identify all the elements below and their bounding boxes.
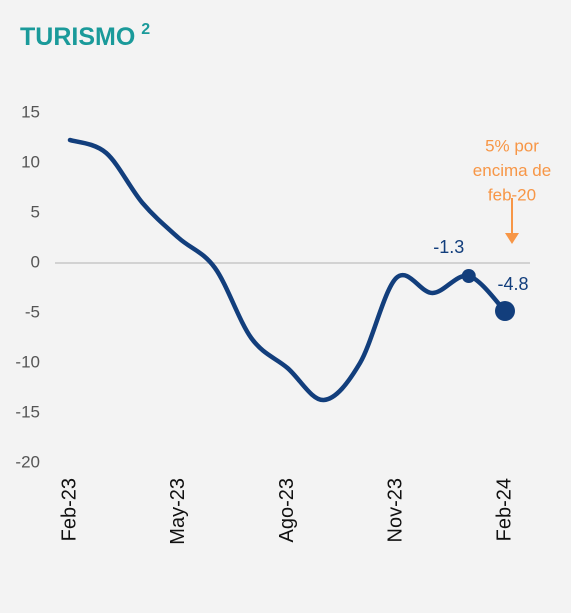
y-tick-label: -10 xyxy=(15,352,40,371)
annotation-text: 5% por xyxy=(485,136,539,155)
line-series xyxy=(67,137,508,403)
y-tick-label: -5 xyxy=(25,302,40,321)
y-tick-label: 5 xyxy=(31,202,40,221)
x-tick-label: Ago-23 xyxy=(276,478,298,543)
data-label: -4.8 xyxy=(497,274,528,294)
title-text: TURISMO xyxy=(20,23,135,51)
x-tick-label: Nov-23 xyxy=(385,478,407,542)
point-marker xyxy=(461,269,476,283)
data-label: -1.3 xyxy=(433,237,464,257)
annotation-arrowhead xyxy=(505,233,519,244)
y-tick-label: 0 xyxy=(31,252,40,271)
x-tick-label: Feb-24 xyxy=(493,478,515,541)
annotation-text: encima de xyxy=(473,161,551,180)
y-tick-label: -20 xyxy=(15,452,40,471)
x-tick-label: Feb-23 xyxy=(58,478,80,541)
y-tick-label: -15 xyxy=(15,402,40,421)
point-marker xyxy=(495,301,515,321)
annotation-text: feb-20 xyxy=(488,185,536,204)
x-tick-label: May-23 xyxy=(167,478,189,545)
y-tick-label: 15 xyxy=(21,102,40,121)
title-superscript: 2 xyxy=(141,21,150,38)
y-tick-label: 10 xyxy=(21,152,40,171)
chart-title: TURISMO 2 xyxy=(20,21,150,50)
